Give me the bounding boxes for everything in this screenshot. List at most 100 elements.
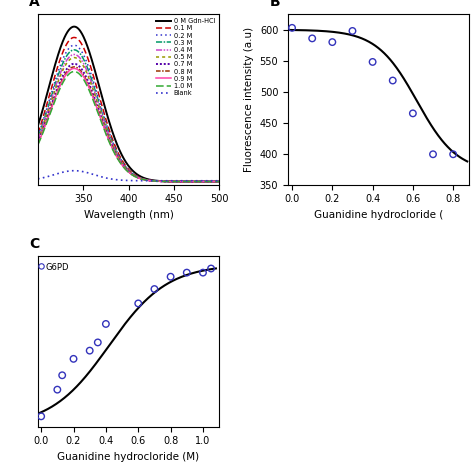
Text: G6PD: G6PD	[45, 263, 69, 272]
0.8 M	[67, 66, 73, 72]
0.2 M	[118, 155, 123, 161]
Point	[135, 300, 142, 307]
0.3 M	[142, 177, 148, 182]
0.3 M	[172, 179, 178, 184]
0.8 M	[156, 178, 162, 184]
Point	[409, 109, 417, 117]
0.7 M	[67, 63, 73, 68]
Blank	[82, 169, 88, 175]
Line: 1.0 M: 1.0 M	[38, 72, 219, 182]
1.0 M	[156, 178, 162, 184]
Point	[70, 355, 77, 363]
Point	[369, 58, 376, 66]
0.8 M	[216, 179, 222, 184]
Point	[151, 285, 158, 293]
Blank	[118, 177, 123, 183]
0.7 M	[82, 72, 88, 77]
Blank	[216, 178, 222, 183]
0.5 M	[35, 137, 41, 143]
0.3 M	[72, 47, 77, 53]
0.5 M	[172, 179, 178, 184]
Line: 0.1 M: 0.1 M	[38, 37, 219, 182]
0.7 M	[216, 179, 222, 184]
Point	[328, 38, 336, 46]
0.1 M	[142, 176, 148, 182]
Point	[41, 240, 48, 248]
0.2 M	[67, 45, 73, 50]
0.8 M	[82, 74, 88, 80]
0.1 M	[156, 178, 162, 184]
0.2 M	[35, 133, 41, 139]
0.9 M	[216, 179, 222, 184]
0 M Gdn-HCl	[35, 123, 41, 128]
Line: 0.7 M: 0.7 M	[38, 64, 219, 182]
1.0 M	[67, 70, 73, 76]
Point	[167, 273, 174, 281]
0.4 M	[118, 157, 123, 163]
0.9 M	[67, 67, 73, 73]
0.9 M	[72, 65, 77, 71]
Point	[349, 27, 356, 35]
0.3 M	[118, 156, 123, 162]
0 M Gdn-HCl	[142, 175, 148, 181]
0.2 M	[172, 179, 178, 184]
Legend: 0 M Gdn-HCl, 0.1 M, 0.2 M, 0.3 M, 0.4 M, 0.5 M, 0.7 M, 0.8 M, 0.9 M, 1.0 M, Blan: 0 M Gdn-HCl, 0.1 M, 0.2 M, 0.3 M, 0.4 M,…	[155, 16, 217, 98]
0.1 M	[118, 154, 123, 160]
Blank	[72, 168, 77, 173]
0.7 M	[172, 179, 178, 184]
Blank	[142, 178, 148, 183]
0.4 M	[172, 179, 178, 184]
Text: A: A	[29, 0, 40, 9]
Blank	[172, 178, 178, 183]
0.8 M	[172, 179, 178, 184]
0.5 M	[216, 179, 222, 184]
0.4 M	[67, 54, 73, 59]
0.7 M	[35, 139, 41, 145]
Point	[86, 347, 93, 355]
0.3 M	[67, 49, 73, 55]
0.1 M	[72, 35, 77, 40]
0.1 M	[216, 179, 222, 184]
0 M Gdn-HCl	[216, 179, 222, 184]
0.3 M	[156, 178, 162, 184]
0 M Gdn-HCl	[156, 178, 162, 184]
0 M Gdn-HCl	[118, 149, 123, 155]
0 M Gdn-HCl	[67, 26, 73, 32]
0.5 M	[72, 55, 77, 61]
0.1 M	[35, 131, 41, 137]
0.2 M	[142, 177, 148, 182]
0.7 M	[156, 178, 162, 184]
Point	[94, 338, 101, 346]
Line: 0 M Gdn-HCl: 0 M Gdn-HCl	[38, 27, 219, 182]
0.8 M	[35, 140, 41, 146]
Line: 0.2 M: 0.2 M	[38, 45, 219, 182]
Point	[389, 77, 397, 84]
Blank	[35, 176, 41, 182]
0 M Gdn-HCl	[172, 179, 178, 184]
0.8 M	[118, 159, 123, 165]
X-axis label: Wavelength (nm): Wavelength (nm)	[83, 210, 173, 220]
Line: 0.5 M: 0.5 M	[38, 58, 219, 182]
0.4 M	[35, 137, 41, 142]
0.8 M	[72, 64, 77, 70]
1.0 M	[82, 79, 88, 84]
Point	[54, 386, 61, 393]
0.1 M	[172, 179, 178, 184]
0.9 M	[142, 177, 148, 182]
0.4 M	[216, 179, 222, 184]
Text: B: B	[270, 0, 281, 9]
Blank	[67, 168, 73, 174]
Point	[102, 320, 109, 328]
0 M Gdn-HCl	[72, 24, 77, 29]
X-axis label: Guanidine hydrocloride (M): Guanidine hydrocloride (M)	[57, 452, 200, 462]
Line: 0.3 M: 0.3 M	[38, 50, 219, 182]
X-axis label: Guanidine hydrocloride (: Guanidine hydrocloride (	[314, 210, 443, 220]
0.4 M	[156, 178, 162, 184]
0.3 M	[82, 59, 88, 64]
Point	[37, 412, 45, 420]
Point	[199, 269, 207, 276]
0.2 M	[216, 179, 222, 184]
Point	[207, 264, 215, 272]
Line: 0.8 M: 0.8 M	[38, 67, 219, 182]
1.0 M	[216, 179, 222, 184]
